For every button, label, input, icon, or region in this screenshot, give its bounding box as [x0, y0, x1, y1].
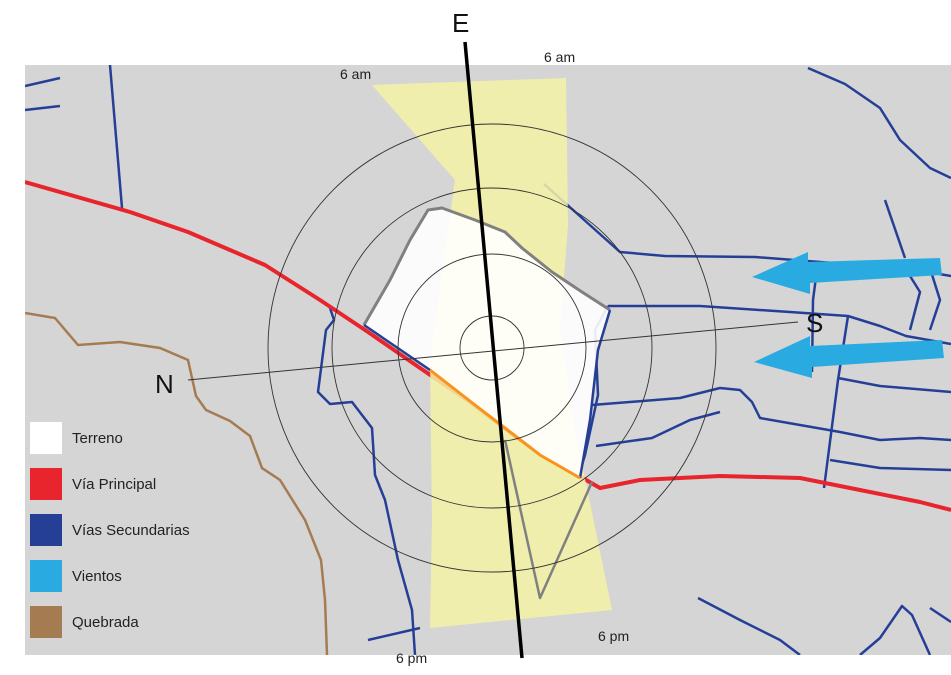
terrain-site [364, 208, 610, 478]
legend-swatch-winds [30, 560, 62, 592]
legend-item-secondary-roads: Vías Secundarias [30, 514, 190, 546]
north-label: N [155, 369, 174, 399]
sunrise-label-left: 6 am [340, 66, 371, 82]
sunset-label-right: 6 pm [598, 628, 629, 644]
legend-swatch-secondary-roads [30, 514, 62, 546]
wind-arrows [752, 252, 944, 378]
creek-path [25, 311, 329, 655]
orbit-circles [267, 123, 717, 573]
legend-label-secondary-roads: Vías Secundarias [72, 521, 190, 539]
legend-item-main-road: Vía Principal [30, 468, 190, 500]
wind-arrow-lower [754, 336, 944, 378]
sunset-label-bottom: 6 pm [396, 650, 427, 666]
east-axis [463, 41, 524, 659]
terrain-outline-blue [363, 309, 612, 479]
legend-item-winds: Vientos [30, 560, 190, 592]
terrain-triangle [503, 439, 594, 600]
legend-item-creek: Quebrada [30, 606, 190, 638]
legend-swatch-creek [30, 606, 62, 638]
wind-arrow-upper [752, 252, 942, 294]
legend-label-winds: Vientos [72, 567, 122, 585]
terrain-outline-orange [429, 368, 581, 480]
terrain-outline-gray [362, 206, 611, 326]
sunrise-label-right: 6 am [544, 49, 575, 65]
legend-label-terrain: Terreno [72, 429, 123, 447]
south-label: S [806, 308, 823, 338]
map-legend: Terreno Vía Principal Vías Secundarias V… [30, 422, 190, 652]
legend-label-creek: Quebrada [72, 613, 139, 631]
legend-item-terrain: Terreno [30, 422, 190, 454]
east-label: E [452, 8, 469, 38]
legend-label-main-road: Vía Principal [72, 475, 157, 493]
legend-swatch-main-road [30, 468, 62, 500]
legend-swatch-terrain [30, 422, 62, 454]
